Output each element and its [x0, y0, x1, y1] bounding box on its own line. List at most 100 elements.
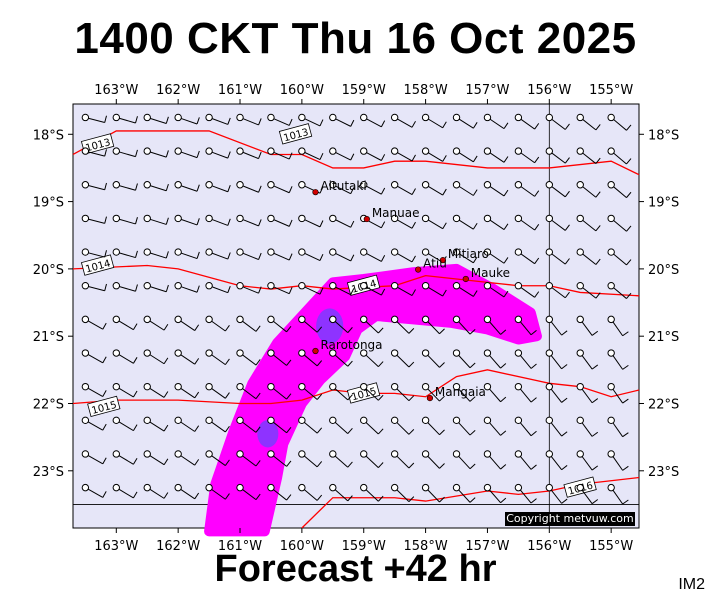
wind-barb	[205, 349, 230, 366]
barb-flag	[408, 361, 415, 368]
wind-barb	[112, 113, 138, 124]
barb-station	[483, 483, 492, 492]
barb-flag	[442, 222, 447, 229]
wind-barb	[452, 248, 478, 264]
wind-barb	[236, 147, 262, 160]
barb-station	[576, 113, 584, 122]
barb-flag	[224, 425, 230, 433]
barb-shaft	[334, 388, 349, 401]
wind-barb	[483, 450, 507, 470]
barb-station	[143, 248, 151, 256]
barb-station	[329, 315, 337, 324]
wind-barb	[205, 315, 230, 332]
barb-shaft	[489, 455, 501, 470]
wind-barb	[360, 483, 384, 502]
barb-station	[236, 214, 244, 223]
barb-station	[545, 282, 554, 290]
wind-barb	[514, 450, 537, 470]
barb-shaft	[273, 118, 290, 126]
barb-shaft	[180, 252, 198, 260]
barb-flag	[319, 253, 324, 261]
barb-flag	[591, 431, 599, 437]
lat-label-left: 20°S	[33, 263, 64, 278]
barb-flag	[534, 257, 540, 264]
barb-shaft	[582, 152, 597, 164]
barb-shaft	[211, 320, 226, 332]
barb-shaft	[304, 219, 321, 228]
barb-shaft	[581, 489, 593, 504]
barb-shaft	[334, 421, 349, 434]
lon-label-bottom: 157°W	[465, 539, 509, 554]
barb-shaft	[335, 219, 351, 228]
barb-station	[81, 450, 90, 458]
barb-flag	[347, 427, 353, 434]
barb-station	[143, 147, 151, 155]
barb-flag	[622, 499, 629, 505]
barb-flag	[442, 289, 447, 297]
barb-station	[298, 483, 306, 492]
wind-barb	[452, 113, 478, 129]
barb-station	[236, 113, 244, 122]
barb-station	[112, 282, 121, 290]
barb-shaft	[334, 354, 349, 367]
wind-barb	[483, 181, 509, 197]
wind-barb	[545, 349, 568, 370]
barb-station	[514, 450, 523, 458]
barb-station	[112, 315, 121, 324]
wind-barb	[298, 113, 324, 127]
wind-barb	[81, 450, 107, 465]
wind-barb	[390, 450, 415, 469]
wind-barb	[81, 483, 107, 498]
barb-station	[360, 382, 368, 391]
wind-barb	[267, 282, 293, 295]
barb-shaft	[88, 117, 105, 123]
barb-shaft	[118, 354, 134, 364]
wind-barb	[81, 113, 107, 123]
barb-station	[205, 349, 213, 357]
barb-flag	[500, 329, 507, 335]
wind-barb	[360, 113, 386, 128]
barb-flag	[224, 324, 230, 332]
barb-shaft	[242, 455, 257, 467]
place-label: Aitutaki	[320, 179, 366, 193]
barb-station	[329, 349, 337, 357]
barb-flag	[622, 465, 629, 471]
barb-shaft	[612, 489, 624, 505]
barb-station	[236, 416, 244, 425]
barb-shaft	[335, 252, 351, 262]
wind-barb	[236, 382, 261, 400]
wind-barb	[143, 315, 169, 331]
barb-station	[576, 315, 584, 324]
wind-barb	[298, 147, 324, 161]
barb-station	[360, 147, 368, 155]
barb-shaft	[273, 252, 290, 261]
barb-shaft	[550, 388, 563, 403]
barb-flag	[439, 496, 445, 503]
barb-station	[514, 349, 523, 357]
wind-barb	[267, 248, 293, 261]
wind-barb	[174, 349, 200, 365]
barb-shaft	[366, 286, 382, 296]
barb-shaft	[211, 118, 228, 125]
barb-flag	[347, 327, 353, 333]
barb-station	[390, 450, 399, 458]
barb-shaft	[211, 388, 226, 399]
barb-shaft	[242, 489, 257, 501]
barb-station	[329, 416, 337, 425]
barb-shaft	[272, 489, 287, 501]
wind-barb	[329, 113, 355, 127]
barb-station	[143, 315, 151, 324]
barb-flag	[133, 424, 138, 431]
barb-flag	[530, 397, 537, 403]
barb-flag	[224, 392, 230, 399]
wind-barb	[143, 248, 169, 259]
place-marker	[426, 395, 434, 402]
barb-station	[421, 181, 430, 189]
wind-barb	[452, 483, 476, 503]
wind-barb	[390, 113, 416, 128]
barb-station	[329, 113, 337, 122]
wind-barb	[205, 282, 231, 294]
barb-station	[298, 113, 306, 122]
wind-barb	[329, 248, 355, 262]
